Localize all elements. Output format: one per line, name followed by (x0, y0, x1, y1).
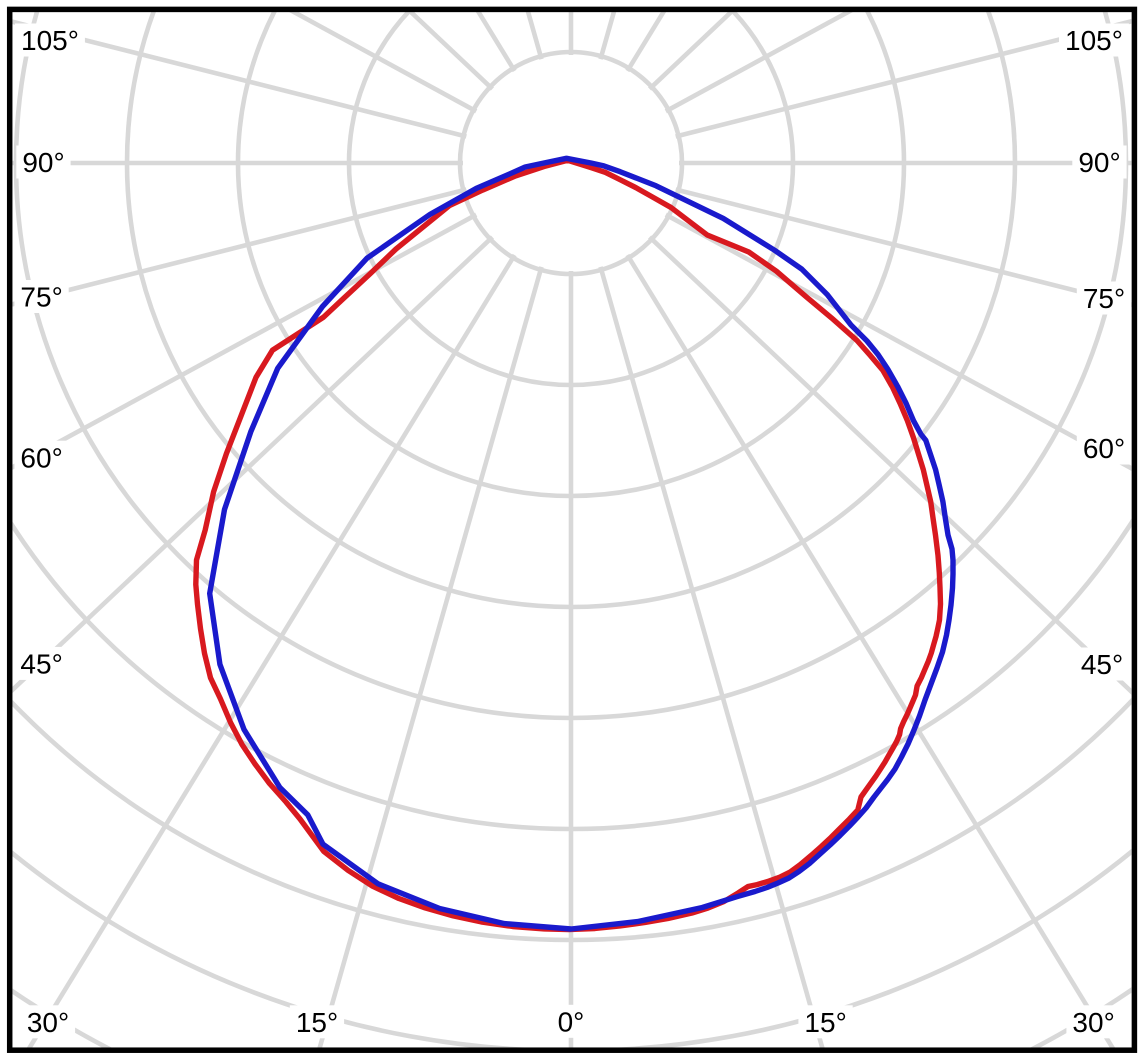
svg-text:60°: 60° (20, 442, 62, 473)
svg-text:75°: 75° (20, 282, 62, 313)
svg-text:0°: 0° (558, 1007, 585, 1038)
svg-text:105°: 105° (21, 25, 79, 56)
svg-text:45°: 45° (1081, 649, 1123, 680)
svg-text:60°: 60° (1083, 433, 1125, 464)
svg-text:75°: 75° (1083, 283, 1125, 314)
svg-text:15°: 15° (296, 1007, 338, 1038)
svg-text:45°: 45° (20, 649, 62, 680)
svg-text:30°: 30° (27, 1007, 69, 1038)
svg-text:90°: 90° (1078, 147, 1120, 178)
svg-text:30°: 30° (1072, 1007, 1114, 1038)
svg-text:105°: 105° (1065, 25, 1123, 56)
svg-text:15°: 15° (804, 1007, 846, 1038)
svg-text:90°: 90° (22, 147, 64, 178)
